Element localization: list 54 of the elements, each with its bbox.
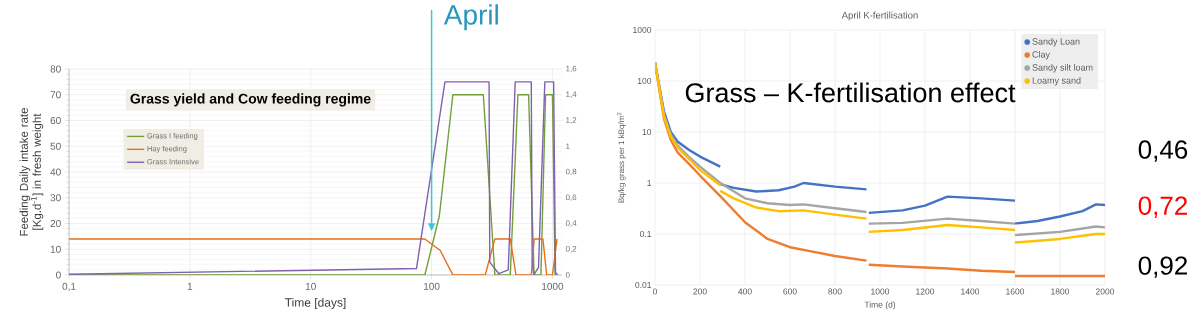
y-tick-label: 20 xyxy=(50,219,61,228)
y-tick-label: 10 xyxy=(642,128,652,135)
x-tick-label: 1 xyxy=(187,282,193,290)
y-tick-label: 80 xyxy=(50,65,61,73)
y-tick-label: 70 xyxy=(50,91,61,99)
y-tick-label: 50 xyxy=(50,142,61,150)
x-tick-label: 800 xyxy=(828,288,842,295)
y-axis-title: Bq/kg grass per 1 kBq/m$^{2}$ xyxy=(617,112,626,203)
legend-label: Loamy sand xyxy=(1032,77,1081,86)
y2-tick-label: 0,2 xyxy=(565,245,577,253)
annotation: April xyxy=(443,4,498,31)
y-tick-label: 1 xyxy=(647,180,652,186)
y2-tick-label: 1 xyxy=(566,143,570,149)
x-tick-label: 1600 xyxy=(1006,288,1025,295)
x-axis-title: Time [days] xyxy=(285,297,346,310)
x-tick-label: 1400 xyxy=(961,288,980,295)
y2-tick-label: 1,4 xyxy=(566,91,577,98)
y-tick-label: 0.1 xyxy=(639,230,652,237)
y-tick-label: 0.01 xyxy=(635,281,652,288)
y-tick-label: 0 xyxy=(56,271,61,279)
y-tick-label: 30 xyxy=(50,194,61,202)
y2-tick-label: 0,6 xyxy=(565,194,577,202)
x-tick-label: 0,1 xyxy=(62,282,76,292)
annotation: Grass – K-fertilisation effect xyxy=(685,82,1016,103)
x-axis-title: Time (d) xyxy=(864,301,896,310)
text: 0,92 xyxy=(1138,256,1187,278)
x-tick-label: 200 xyxy=(693,288,707,295)
y2-tick-label: 1,6 xyxy=(566,65,577,73)
legend-label: Sandy silt loam xyxy=(1032,64,1093,73)
x-tick-label: 100 xyxy=(424,282,440,290)
x-tick-label: 10 xyxy=(305,282,316,290)
chart-title: April K-fertilisation xyxy=(841,11,918,21)
y-tick-label: 1000 xyxy=(633,26,652,33)
legend-label: Clay xyxy=(1032,51,1050,60)
y2-tick-label: 1,2 xyxy=(566,117,577,124)
legend-label: Sandy Loan xyxy=(1032,38,1080,47)
y-tick-label: 60 xyxy=(50,116,61,125)
x-tick-label: 1800 xyxy=(1051,288,1070,295)
y2-tick-label: 0 xyxy=(565,272,570,278)
text: 0,72 xyxy=(1138,196,1187,218)
x-tick-label: 400 xyxy=(738,288,752,295)
y-tick-label: 40 xyxy=(50,168,61,176)
y-tick-label: 100 xyxy=(637,77,652,84)
text: 0,46 xyxy=(1138,140,1188,162)
x-tick-label: 0 xyxy=(652,288,658,295)
x-tick-label: 1000 xyxy=(871,288,890,295)
text: Grass yield and Cow feeding regime xyxy=(130,93,371,107)
x-tick-label: 2000 xyxy=(1095,288,1115,295)
y2-tick-label: 0,8 xyxy=(565,168,577,176)
y2-tick-label: 0,4 xyxy=(565,220,577,227)
x-tick-label: 600 xyxy=(783,288,797,295)
x-tick-label: 1000 xyxy=(542,282,564,290)
x-tick-label: 1200 xyxy=(916,288,935,295)
y-tick-label: 10 xyxy=(50,245,61,253)
